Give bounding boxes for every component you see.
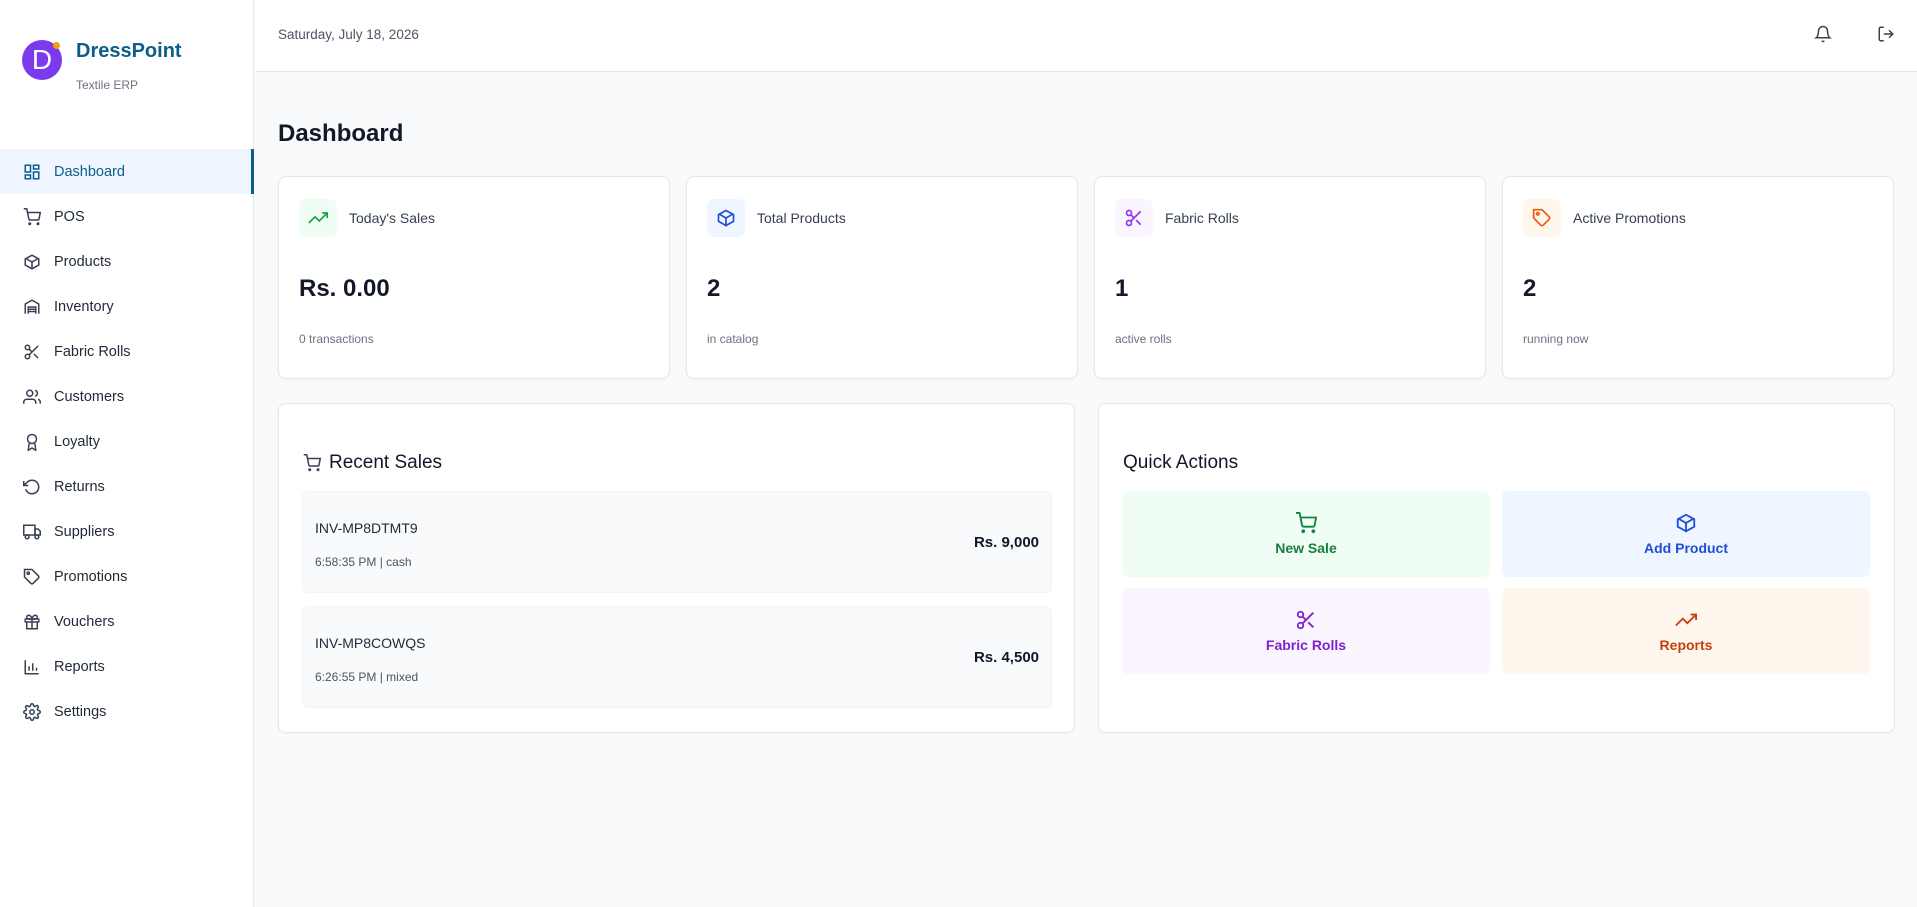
stat-sub: 0 transactions (299, 332, 374, 346)
sidebar-item-label: Loyalty (54, 433, 100, 450)
sidebar-item-inventory[interactable]: Inventory (0, 284, 254, 329)
sidebar-item-promotions[interactable]: Promotions (0, 554, 254, 599)
sidebar-item-fabric-rolls[interactable]: Fabric Rolls (0, 329, 254, 374)
brand-logo: D (22, 40, 62, 80)
sidebar-item-label: Suppliers (54, 523, 115, 540)
gear-icon (22, 702, 42, 722)
quick-actions-panel: Quick Actions New Sale Add Product Fabri… (1098, 403, 1895, 733)
sidebar-item-label: Vouchers (54, 613, 115, 630)
sidebar-item-customers[interactable]: Customers (0, 374, 254, 419)
sidebar-item-settings[interactable]: Settings (0, 689, 254, 734)
trending-up-icon (1675, 609, 1697, 631)
stat-card-active-promotions: Active Promotions 2 running now (1502, 176, 1894, 379)
stat-label: Total Products (757, 210, 846, 226)
sidebar: D DressPoint Textile ERP Dashboard POS P… (0, 0, 254, 907)
sidebar-item-pos[interactable]: POS (0, 194, 254, 239)
stat-card-total-products: Total Products 2 in catalog (686, 176, 1078, 379)
stat-label: Active Promotions (1573, 210, 1686, 226)
box-icon (22, 252, 42, 272)
rotate-ccw-icon (22, 477, 42, 497)
sidebar-item-label: POS (54, 208, 85, 225)
add-product-button[interactable]: Add Product (1502, 491, 1870, 577)
list-item[interactable]: INV-MP8COWQS 6:26:55 PM | mixed Rs. 4,50… (302, 606, 1052, 708)
new-sale-button[interactable]: New Sale (1122, 491, 1490, 577)
fabric-rolls-button[interactable]: Fabric Rolls (1122, 588, 1490, 674)
stat-label: Fabric Rolls (1165, 210, 1239, 226)
sidebar-item-loyalty[interactable]: Loyalty (0, 419, 254, 464)
quick-action-label: Reports (1659, 637, 1713, 653)
sidebar-item-suppliers[interactable]: Suppliers (0, 509, 254, 554)
sidebar-item-label: Settings (54, 703, 107, 720)
cart-icon (303, 454, 321, 472)
stat-sub: active rolls (1115, 332, 1172, 346)
tag-icon (22, 567, 42, 587)
stat-card-todays-sales: Today's Sales Rs. 0.00 0 transactions (278, 176, 670, 379)
users-icon (22, 387, 42, 407)
reports-button[interactable]: Reports (1502, 588, 1870, 674)
sidebar-item-label: Fabric Rolls (54, 343, 131, 360)
brand-subtitle: Textile ERP (76, 78, 139, 92)
cart-icon (1295, 512, 1317, 534)
sale-meta: 6:26:55 PM | mixed (315, 670, 419, 684)
stat-sub: in catalog (707, 332, 759, 346)
sidebar-item-label: Reports (54, 658, 105, 675)
stat-sub: running now (1523, 332, 1589, 346)
box-icon (1675, 512, 1697, 534)
bar-chart-icon (22, 657, 42, 677)
scissors-icon (22, 342, 42, 362)
sidebar-item-reports[interactable]: Reports (0, 644, 254, 689)
sidebar-item-label: Products (54, 253, 112, 270)
stat-value: 2 (1523, 275, 1537, 302)
quick-action-label: New Sale (1275, 540, 1337, 556)
tag-icon (1523, 199, 1561, 237)
stat-value: 1 (1115, 275, 1129, 302)
sidebar-item-label: Customers (54, 388, 125, 405)
sale-amount: Rs. 4,500 (973, 649, 1039, 666)
current-date: Saturday, July 18, 2026 (278, 27, 419, 42)
logout-icon[interactable] (1874, 22, 1898, 46)
trending-up-icon (299, 199, 337, 237)
recent-sales-title: Recent Sales (303, 452, 442, 474)
sidebar-item-products[interactable]: Products (0, 239, 254, 284)
recent-sales-title-text: Recent Sales (329, 452, 443, 473)
scissors-icon (1115, 199, 1153, 237)
award-icon (22, 432, 42, 452)
brand-name: DressPoint (76, 40, 182, 62)
scissors-icon (1295, 609, 1317, 631)
page-title: Dashboard (278, 120, 404, 147)
brand[interactable]: D DressPoint Textile ERP (22, 40, 182, 92)
sale-invoice-id: INV-MP8DTMT9 (315, 520, 418, 536)
list-item[interactable]: INV-MP8DTMT9 6:58:35 PM | cash Rs. 9,000 (302, 491, 1052, 593)
warehouse-icon (22, 297, 42, 317)
dashboard-icon (22, 162, 42, 182)
sale-meta: 6:58:35 PM | cash (315, 555, 412, 569)
sidebar-item-label: Dashboard (54, 163, 125, 180)
stat-value: Rs. 0.00 (299, 275, 390, 302)
recent-sales-panel: Recent Sales INV-MP8DTMT9 6:58:35 PM | c… (278, 403, 1075, 733)
sidebar-item-label: Promotions (54, 568, 128, 585)
quick-action-label: Fabric Rolls (1265, 637, 1347, 653)
sidebar-nav: Dashboard POS Products Inventory Fabric … (0, 149, 254, 734)
brand-initial: D (31, 44, 53, 75)
logo-dot (53, 42, 60, 49)
bell-icon[interactable] (1811, 22, 1835, 46)
stat-label: Today's Sales (349, 210, 435, 226)
truck-icon (22, 522, 42, 542)
gift-icon (22, 612, 42, 632)
box-icon (707, 199, 745, 237)
sidebar-item-label: Inventory (54, 298, 114, 315)
top-header: Saturday, July 18, 2026 (255, 0, 1917, 72)
cart-icon (22, 207, 42, 227)
quick-action-label: Add Product (1644, 540, 1728, 556)
stat-value: 2 (707, 275, 721, 302)
sale-invoice-id: INV-MP8COWQS (315, 635, 426, 651)
quick-actions-title: Quick Actions (1123, 452, 1239, 473)
sidebar-item-dashboard[interactable]: Dashboard (0, 149, 254, 194)
sidebar-item-label: Returns (54, 478, 105, 495)
stat-card-fabric-rolls: Fabric Rolls 1 active rolls (1094, 176, 1486, 379)
sale-amount: Rs. 9,000 (973, 534, 1039, 551)
sidebar-item-vouchers[interactable]: Vouchers (0, 599, 254, 644)
sidebar-item-returns[interactable]: Returns (0, 464, 254, 509)
